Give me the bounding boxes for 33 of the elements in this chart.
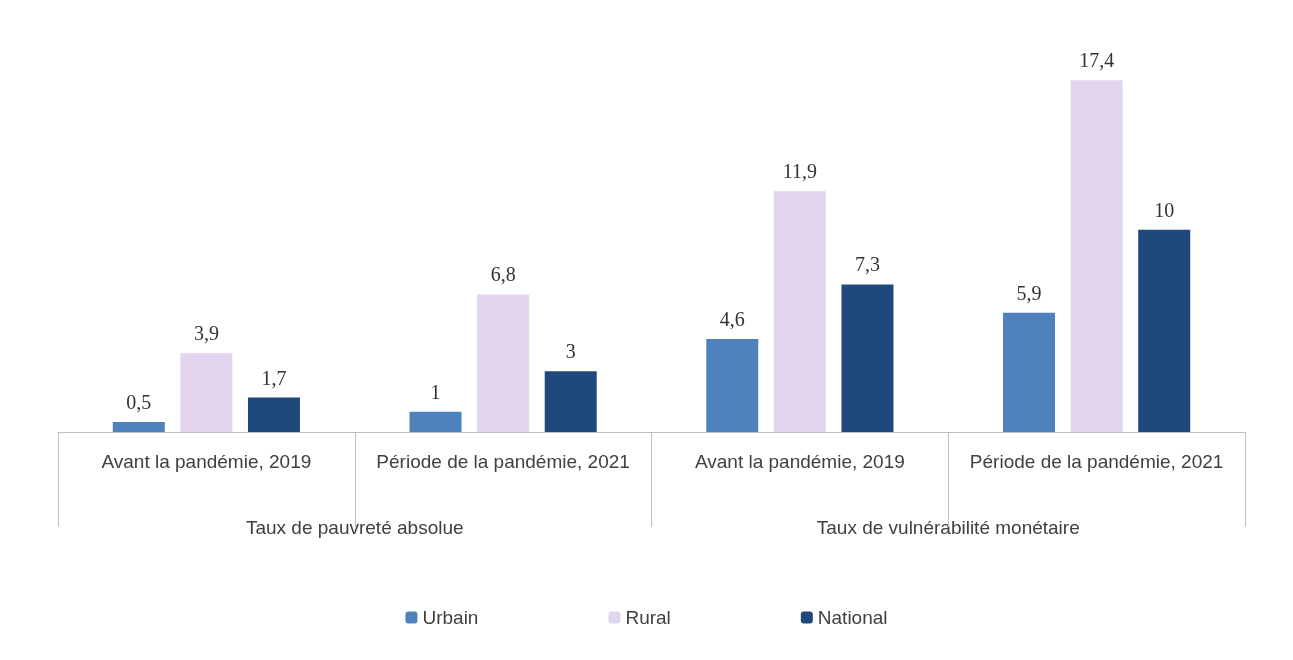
data-label: 11,9 [782, 160, 818, 183]
bar [841, 284, 894, 432]
text: Taux de pauvreté absolue [245, 517, 464, 538]
data-label: 6,8 [490, 263, 516, 286]
x-tick-label: Avant la pandémie, 2019 [101, 451, 312, 472]
legend-label: National [817, 607, 888, 628]
data-label: 0,5 [126, 390, 152, 413]
bar [477, 294, 530, 432]
bar [544, 371, 597, 432]
data-label: 3,9 [193, 322, 219, 345]
data-label: 10 [1154, 198, 1175, 221]
bar [1003, 312, 1056, 432]
data-label: 17,4 [1079, 49, 1115, 72]
x-tick-label: Avant la pandémie, 2019 [694, 451, 905, 472]
data-label: 1 [430, 380, 441, 403]
bar [247, 397, 300, 432]
data-label: 7,3 [854, 253, 880, 276]
data-label: 5,9 [1016, 281, 1042, 304]
bar [112, 421, 165, 432]
bar [409, 411, 462, 432]
bar [706, 338, 759, 432]
legend-label: Rural [625, 607, 671, 628]
x-tick-label: Période de la pandémie, 2021 [376, 451, 630, 472]
text: Taux de vulnérabilité monétaire [816, 517, 1080, 538]
data-label: 3 [565, 340, 576, 363]
bar [773, 191, 826, 432]
bar [1070, 80, 1123, 432]
bar [1138, 229, 1191, 432]
data-label: 4,6 [719, 307, 745, 330]
bar [180, 353, 233, 432]
data-label: 1,7 [261, 366, 287, 389]
x-tick-label: Période de la pandémie, 2021 [969, 451, 1224, 472]
legend-label: Urbain [422, 607, 479, 628]
